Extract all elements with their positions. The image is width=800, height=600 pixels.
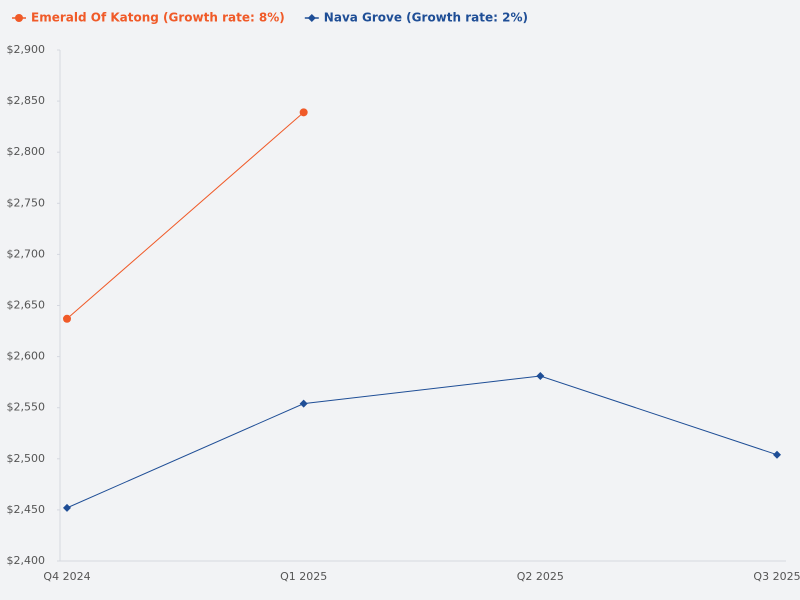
legend-label: Nava Grove (Growth rate: 2%) [324,11,528,25]
point [536,372,545,381]
y-tick-label: $2,600 [7,350,46,363]
y-tick-label: $2,800 [7,145,46,158]
y-tick-label: $2,450 [7,503,46,516]
x-tick-label: Q4 2024 [43,570,90,583]
series-line [66,111,304,320]
y-tick-label: $2,650 [7,299,46,312]
y-tick-label: $2,850 [7,94,46,107]
y-tick-label: $2,500 [7,452,46,465]
x-tick-label: Q2 2025 [517,570,564,583]
point [15,14,23,22]
y-tick-label: $2,750 [7,196,46,209]
y-tick-label: $2,700 [7,247,46,260]
x-tick-label: Q1 2025 [280,570,327,583]
legend-label: Emerald Of Katong (Growth rate: 8%) [31,11,285,25]
point [299,108,308,117]
y-tick-label: $2,550 [7,401,46,414]
point [773,450,781,459]
point [307,14,316,22]
point [299,399,308,408]
point [63,503,71,512]
x-tick-label: Q3 2025 [753,570,800,583]
y-tick-label: $2,400 [7,554,46,567]
point [63,314,71,323]
y-tick-label: $2,900 [7,43,46,56]
series-line [66,375,778,509]
